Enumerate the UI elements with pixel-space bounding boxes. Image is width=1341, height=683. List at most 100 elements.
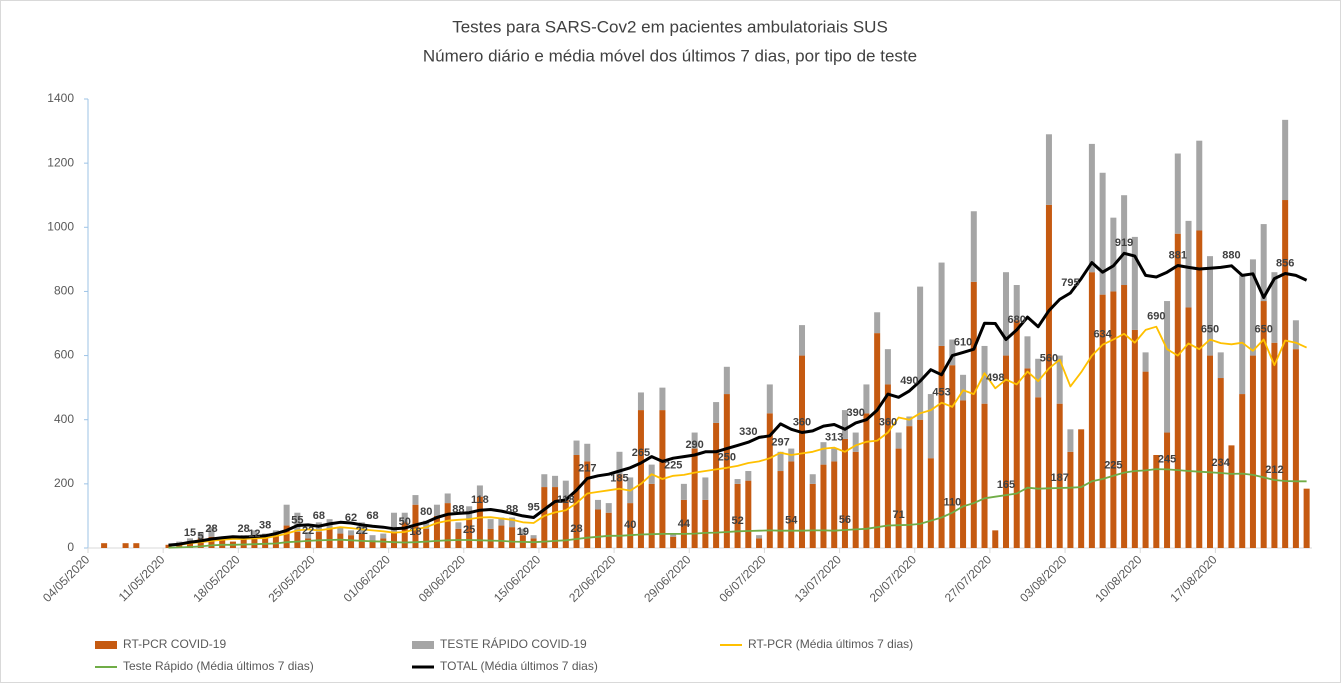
bar [906,426,913,548]
data-label: 250 [718,452,736,464]
bar [305,538,312,548]
legend-label: RT-PCR (Média últimos 7 dias) [748,637,913,651]
data-label: 68 [313,510,325,522]
bar [1142,352,1149,372]
bar [841,410,848,439]
data-label: 680 [1008,314,1026,326]
bar [573,454,580,548]
bar [186,541,194,548]
data-label: 498 [986,372,1004,384]
bar [476,496,483,548]
data-label: 360 [793,416,811,428]
data-label: 71 [893,509,905,521]
data-label: 22 [356,525,368,537]
bar [1099,294,1106,548]
bar [358,522,365,534]
bar [1067,451,1074,548]
bar [992,530,999,548]
data-label: 217 [578,462,596,474]
bar [423,520,430,529]
data-label: 19 [517,526,529,538]
bar [562,499,569,548]
bar [648,483,655,548]
legend-label: TOTAL (Média últimos 7 dias) [440,659,598,673]
data-label: 5 [198,530,204,542]
bar [251,530,258,536]
data-label: 634 [1093,329,1112,341]
bar [498,517,505,526]
bar [541,487,548,548]
bar [884,384,891,548]
bar [390,531,398,548]
bar [262,536,269,548]
bar [219,538,226,548]
bar [1056,403,1063,548]
bar [809,474,816,484]
bar [272,533,279,548]
bar [627,503,634,548]
legend-label: RT-PCR COVID-19 [123,637,226,651]
data-label: 650 [1201,323,1219,335]
bar [809,483,816,548]
bar [798,355,806,548]
data-label: 28 [238,523,250,535]
bar [852,451,859,548]
y-tick-label: 1200 [47,155,74,169]
bar [294,512,301,532]
data-label: 12 [248,528,260,540]
data-label: 56 [839,514,851,526]
bar [519,528,526,536]
line [168,251,1308,547]
bar [444,503,451,548]
data-label: 38 [259,520,271,532]
bar [584,461,591,548]
bar [884,349,891,385]
bar [498,525,505,548]
bar [1088,143,1095,273]
bar [1088,272,1095,548]
bar [1121,285,1128,548]
bar [670,533,677,537]
data-label: 313 [825,432,843,444]
data-label: 234 [1212,457,1231,469]
legend-label: TESTE RÁPIDO COVID-19 [440,636,587,651]
bar [938,262,945,346]
bar [294,531,301,548]
line [168,468,1307,549]
bar [1217,352,1224,379]
bar [369,541,376,548]
data-label: 610 [954,336,972,348]
data-label: 28 [205,523,217,535]
data-label: 18 [409,526,421,538]
y-tick-label: 1000 [47,219,74,233]
bar [777,471,784,548]
bar [605,512,612,548]
bar [1249,355,1256,548]
data-label: 28 [570,523,582,535]
bar [949,365,956,548]
data-label: 453 [932,387,950,399]
bar [1099,172,1106,295]
data-label: 52 [731,515,743,527]
bar [594,509,602,548]
bar [637,392,644,411]
data-label: 110 [943,497,961,509]
bar [1260,224,1267,302]
bar [616,474,623,548]
data-label: 265 [632,447,650,459]
bar [584,443,591,462]
legend-swatch [95,641,117,649]
bar [208,527,215,537]
bar [1282,200,1289,548]
bar [756,535,763,539]
bar [981,403,988,548]
bar [723,366,730,395]
chart-title: Testes para SARS-Cov2 em pacientes ambul… [452,17,888,36]
bar [831,448,838,462]
bar [552,475,559,488]
bar [970,211,977,282]
bar [1110,217,1117,292]
bar [487,519,494,529]
bar [1131,236,1138,330]
